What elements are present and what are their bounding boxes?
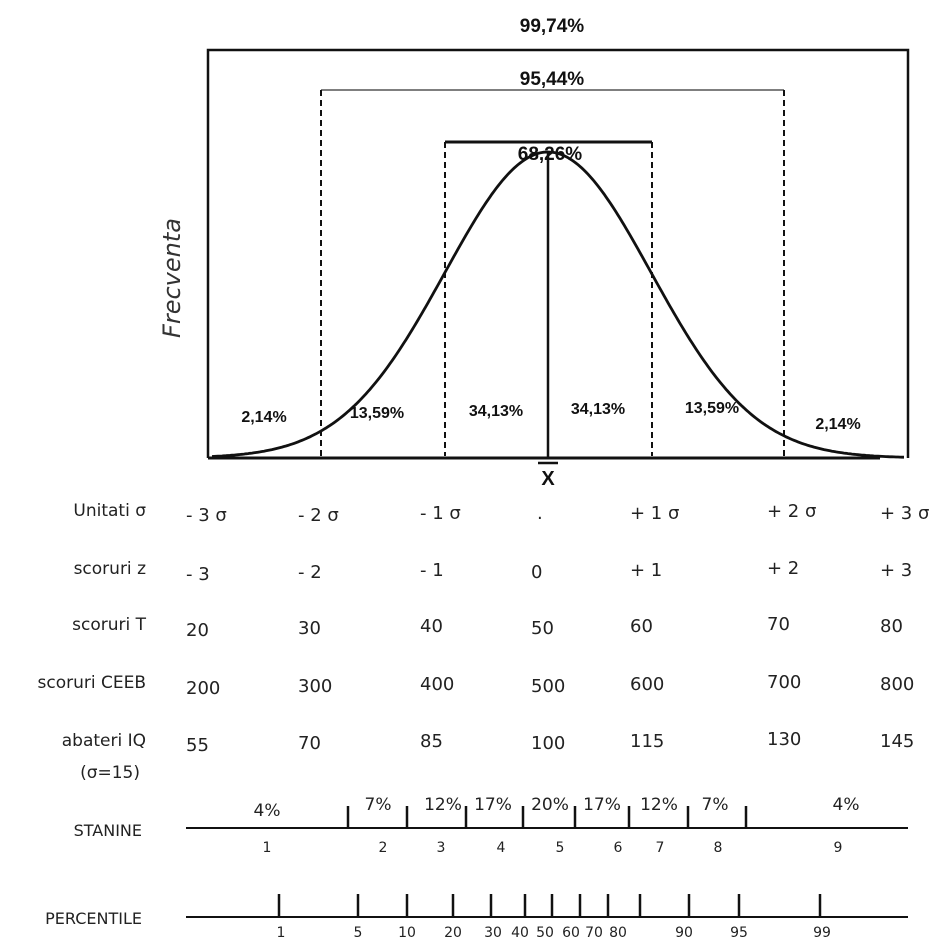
iq-value: 70 [298, 733, 321, 754]
z-value: - 2 [298, 562, 322, 583]
z-value: 0 [531, 562, 542, 583]
percentile-value: 70 [585, 925, 603, 941]
area-label-right-second: 13,59% [685, 400, 739, 417]
t-value: 70 [767, 614, 790, 635]
iq-value: 100 [531, 733, 565, 754]
score-table: Unitati σ - 3 σ - 2 σ - 1 σ . + 1 σ + 2 … [38, 501, 930, 783]
percentile-value: 95 [730, 925, 748, 941]
bracket-label-68-26: 68,26% [518, 144, 583, 165]
bracket-label-95-44: 95,44% [520, 69, 585, 90]
stanine-percent: 7% [365, 795, 392, 815]
stanine-percent: 12% [424, 795, 462, 815]
stanine-percent: 20% [531, 795, 569, 815]
percentile-value: 1 [277, 925, 286, 941]
mean-symbol: X [541, 468, 555, 490]
stanine-number: 4 [497, 840, 506, 856]
area-label-left-first: 34,13% [469, 403, 523, 420]
percentile-value: 99 [813, 925, 831, 941]
ceeb-value: 300 [298, 676, 332, 697]
stanine-label: STANINE [74, 821, 142, 840]
area-label-right-tail: 2,14% [815, 416, 860, 433]
percentile-value: 60 [562, 925, 580, 941]
iq-value: 115 [630, 731, 664, 752]
ceeb-value: 500 [531, 676, 565, 697]
z-value: - 3 [186, 564, 210, 585]
stanine-number: 3 [437, 840, 446, 856]
t-value: 80 [880, 616, 903, 637]
area-label-right-first: 34,13% [571, 401, 625, 418]
t-value: 40 [420, 616, 443, 637]
stanine-percent: 4% [254, 801, 281, 821]
bracket-label-99-74: 99,74% [520, 16, 585, 37]
sigma-value: - 1 σ [420, 503, 461, 524]
stanine-percent: 7% [702, 795, 729, 815]
ceeb-value: 800 [880, 674, 914, 695]
row-label-ceeb-scores: scoruri CEEB [38, 673, 147, 693]
stanine-number: 8 [714, 840, 723, 856]
stanine-number: 1 [263, 840, 272, 856]
ceeb-value: 600 [630, 674, 664, 695]
stanine-number: 6 [614, 840, 623, 856]
sigma-value: - 2 σ [298, 505, 339, 526]
percentile-value: 40 [511, 925, 529, 941]
sigma-value: + 2 σ [767, 501, 816, 522]
stanine-number: 2 [379, 840, 388, 856]
z-value: - 1 [420, 560, 444, 581]
iq-value: 130 [767, 729, 801, 750]
percentile-value: 5 [354, 925, 363, 941]
iq-value: 145 [880, 731, 914, 752]
t-value: 60 [630, 616, 653, 637]
ceeb-value: 200 [186, 678, 220, 699]
area-label-left-second: 13,59% [350, 405, 404, 422]
bell-curve [211, 150, 904, 459]
stanine-percent: 12% [640, 795, 678, 815]
z-value: + 3 [880, 560, 912, 581]
stanine-number: 9 [834, 840, 843, 856]
percentile-scale: PERCENTILE 1 5 10 20 30 40 50 60 70 80 9… [45, 894, 908, 941]
sigma-value: - 3 σ [186, 505, 227, 526]
row-label-iq-sigma: (σ=15) [80, 763, 140, 783]
frequency-axis-label: Frecventa [158, 218, 186, 338]
percentile-label: PERCENTILE [45, 909, 142, 928]
t-value: 30 [298, 618, 321, 639]
stanine-percent: 17% [474, 795, 512, 815]
area-label-left-tail: 2,14% [241, 409, 286, 426]
percentile-value: 50 [536, 925, 554, 941]
stanine-percent: 4% [833, 795, 860, 815]
ceeb-value: 700 [767, 672, 801, 693]
stanine-number: 5 [556, 840, 565, 856]
z-value: + 2 [767, 558, 799, 579]
iq-value: 55 [186, 735, 209, 756]
three-sigma-frame [206, 48, 910, 458]
percentile-value: 10 [398, 925, 416, 941]
z-value: + 1 [630, 560, 662, 581]
t-value: 20 [186, 620, 209, 641]
percentile-value: 90 [675, 925, 693, 941]
percentile-value: 80 [609, 925, 627, 941]
sigma-value: + 1 σ [630, 503, 679, 524]
stanine-percent: 17% [583, 795, 621, 815]
ceeb-value: 400 [420, 674, 454, 695]
sigma-value: . [537, 503, 543, 524]
row-label-t-scores: scoruri T [72, 615, 146, 635]
sigma-value: + 3 σ [880, 503, 929, 524]
stanine-scale: STANINE 4% 7% 12% 17% 20% 17% 12% 7% 4% … [74, 795, 908, 856]
row-label-iq-deviations: abateri IQ [62, 731, 146, 751]
row-label-z-scores: scoruri z [74, 559, 146, 579]
row-label-sigma-units: Unitati σ [73, 501, 146, 521]
t-value: 50 [531, 618, 554, 639]
stanine-number: 7 [656, 840, 665, 856]
percentile-value: 30 [484, 925, 502, 941]
percentile-value: 20 [444, 925, 462, 941]
iq-value: 85 [420, 731, 443, 752]
